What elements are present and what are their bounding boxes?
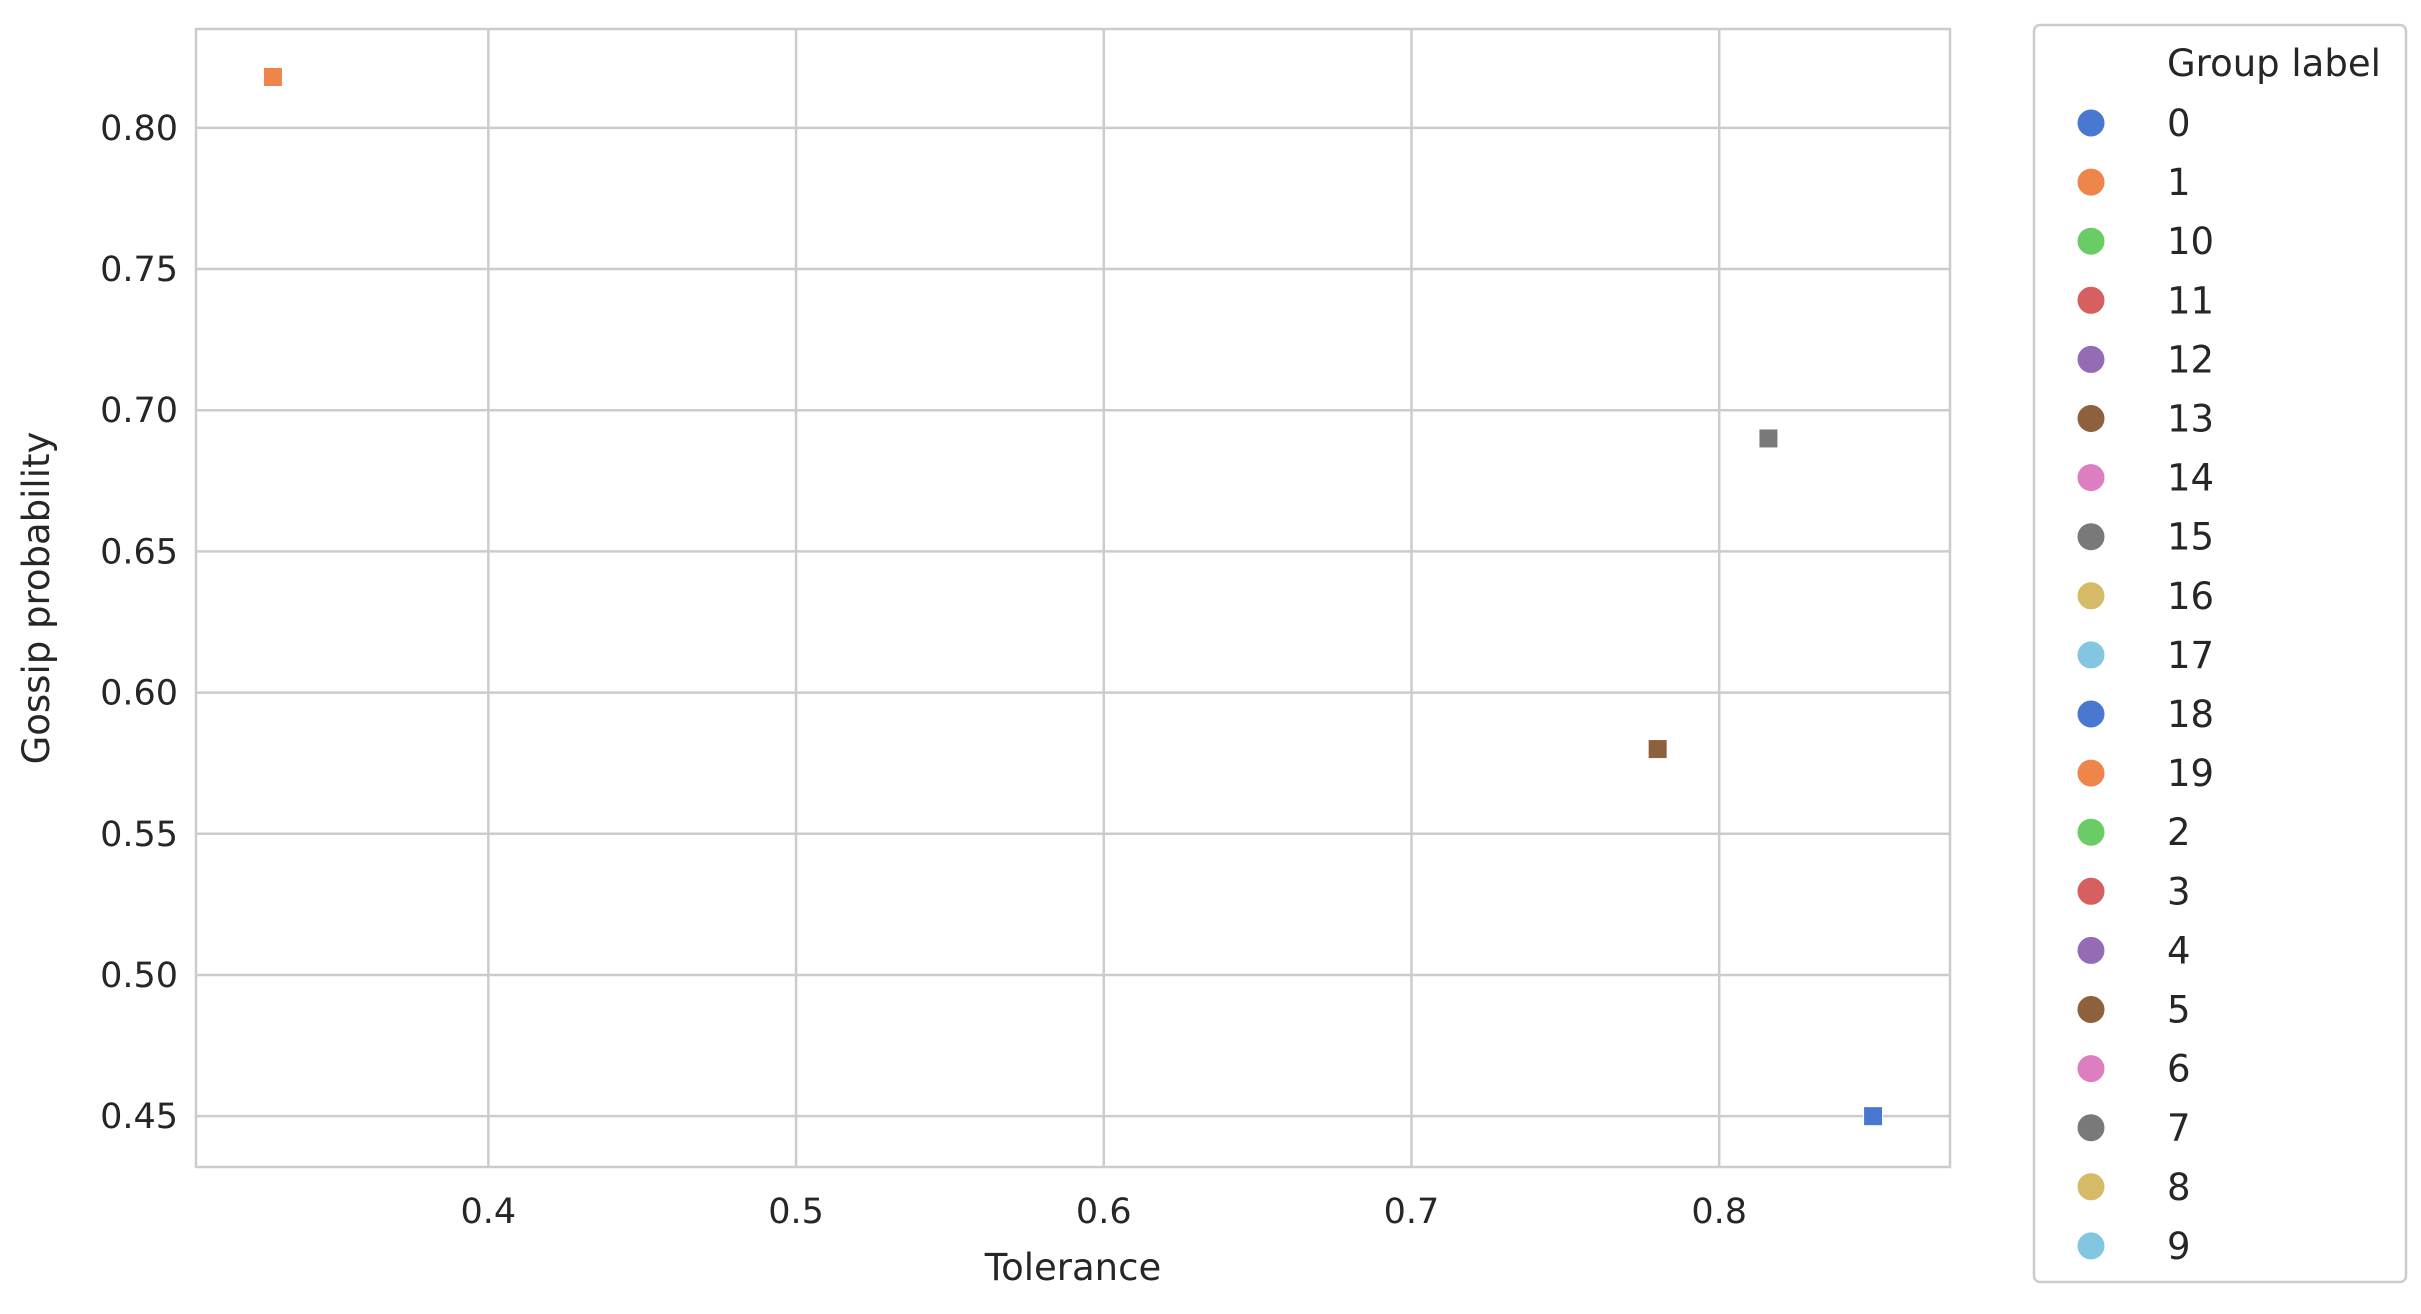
- y-tick-label: 0.65: [100, 532, 178, 572]
- y-tick-label: 0.70: [100, 391, 178, 431]
- data-point: [1863, 1106, 1884, 1127]
- legend-label: 3: [2167, 870, 2191, 913]
- legend-label: 1: [2167, 161, 2191, 204]
- data-points: [262, 67, 1884, 1127]
- legend: Group label 0 1 10 11 12 13 14 15 16 17 18 19 2 3 4 5 6 7…: [2032, 23, 2408, 1284]
- y-axis-label: Gossip probability: [15, 432, 58, 765]
- x-tick-labels: 0.4 0.5 0.6 0.7 0.8: [460, 1192, 1747, 1232]
- legend-marker: [2076, 817, 2106, 847]
- data-point: [1758, 428, 1779, 449]
- y-tick-label: 0.75: [100, 250, 178, 290]
- legend-label: 2: [2167, 811, 2191, 854]
- legend-label: 9: [2167, 1225, 2191, 1268]
- legend-marker: [2076, 995, 2106, 1024]
- legend-label: 0: [2167, 102, 2191, 145]
- y-tick-label: 0.55: [100, 815, 178, 855]
- legend-label: 5: [2167, 989, 2191, 1032]
- x-tick-label: 0.8: [1691, 1192, 1747, 1232]
- data-point: [1647, 739, 1668, 760]
- legend-label: 7: [2167, 1107, 2191, 1150]
- legend-label: 8: [2167, 1166, 2191, 1209]
- legend-label: 4: [2167, 929, 2191, 972]
- y-tick-label: 0.45: [100, 1097, 178, 1137]
- legend-label: 17: [2167, 634, 2214, 677]
- y-tick-labels: 0.45 0.50 0.55 0.60 0.65 0.70 0.75 0.80: [100, 109, 178, 1137]
- legend-label: 13: [2167, 398, 2214, 441]
- legend-marker: [2076, 640, 2106, 670]
- plot-area-frame: [194, 27, 1952, 1169]
- legend-marker: [2076, 1172, 2106, 1202]
- legend-label: 18: [2167, 693, 2214, 736]
- legend-label: 10: [2167, 220, 2214, 263]
- legend-marker: [2076, 758, 2106, 788]
- legend-frame: [2032, 23, 2408, 1284]
- y-tick-label: 0.50: [100, 956, 178, 996]
- legend-marker: [2076, 226, 2106, 256]
- legend-entries: 0 1 10 11 12 13 14 15 16 17 18 19 2 3 4 5 6 7 8 9: [2076, 102, 2214, 1268]
- legend-marker: [2076, 581, 2106, 611]
- y-tick-label: 0.60: [100, 674, 178, 714]
- legend-label: 14: [2167, 457, 2214, 500]
- legend-marker: [2076, 404, 2106, 433]
- data-point: [262, 67, 283, 88]
- legend-marker: [2076, 1113, 2106, 1143]
- y-tick-label: 0.80: [100, 109, 178, 149]
- legend-label: 19: [2167, 752, 2214, 795]
- legend-marker: [2076, 167, 2106, 197]
- x-tick-label: 0.6: [1076, 1192, 1132, 1232]
- legend-marker: [2076, 1231, 2106, 1261]
- grid-lines: [196, 29, 1950, 1167]
- legend-marker: [2076, 463, 2106, 493]
- legend-label: 15: [2167, 516, 2214, 559]
- x-tick-label: 0.5: [768, 1192, 824, 1232]
- legend-marker: [2076, 522, 2106, 552]
- legend-marker: [2076, 1054, 2106, 1084]
- x-tick-label: 0.7: [1384, 1192, 1440, 1232]
- legend-marker: [2076, 108, 2106, 138]
- legend-marker: [2076, 699, 2106, 729]
- legend-label: 11: [2167, 279, 2214, 322]
- legend-marker: [2076, 285, 2106, 315]
- legend-title: Group label: [2167, 42, 2381, 85]
- x-tick-label: 0.4: [460, 1192, 516, 1232]
- legend-label: 16: [2167, 575, 2214, 618]
- legend-label: 6: [2167, 1048, 2191, 1091]
- x-axis-label: Tolerance: [984, 1246, 1161, 1289]
- legend-marker: [2076, 344, 2106, 374]
- legend-label: 12: [2167, 338, 2214, 381]
- legend-marker: [2076, 876, 2106, 906]
- legend-marker: [2076, 935, 2106, 965]
